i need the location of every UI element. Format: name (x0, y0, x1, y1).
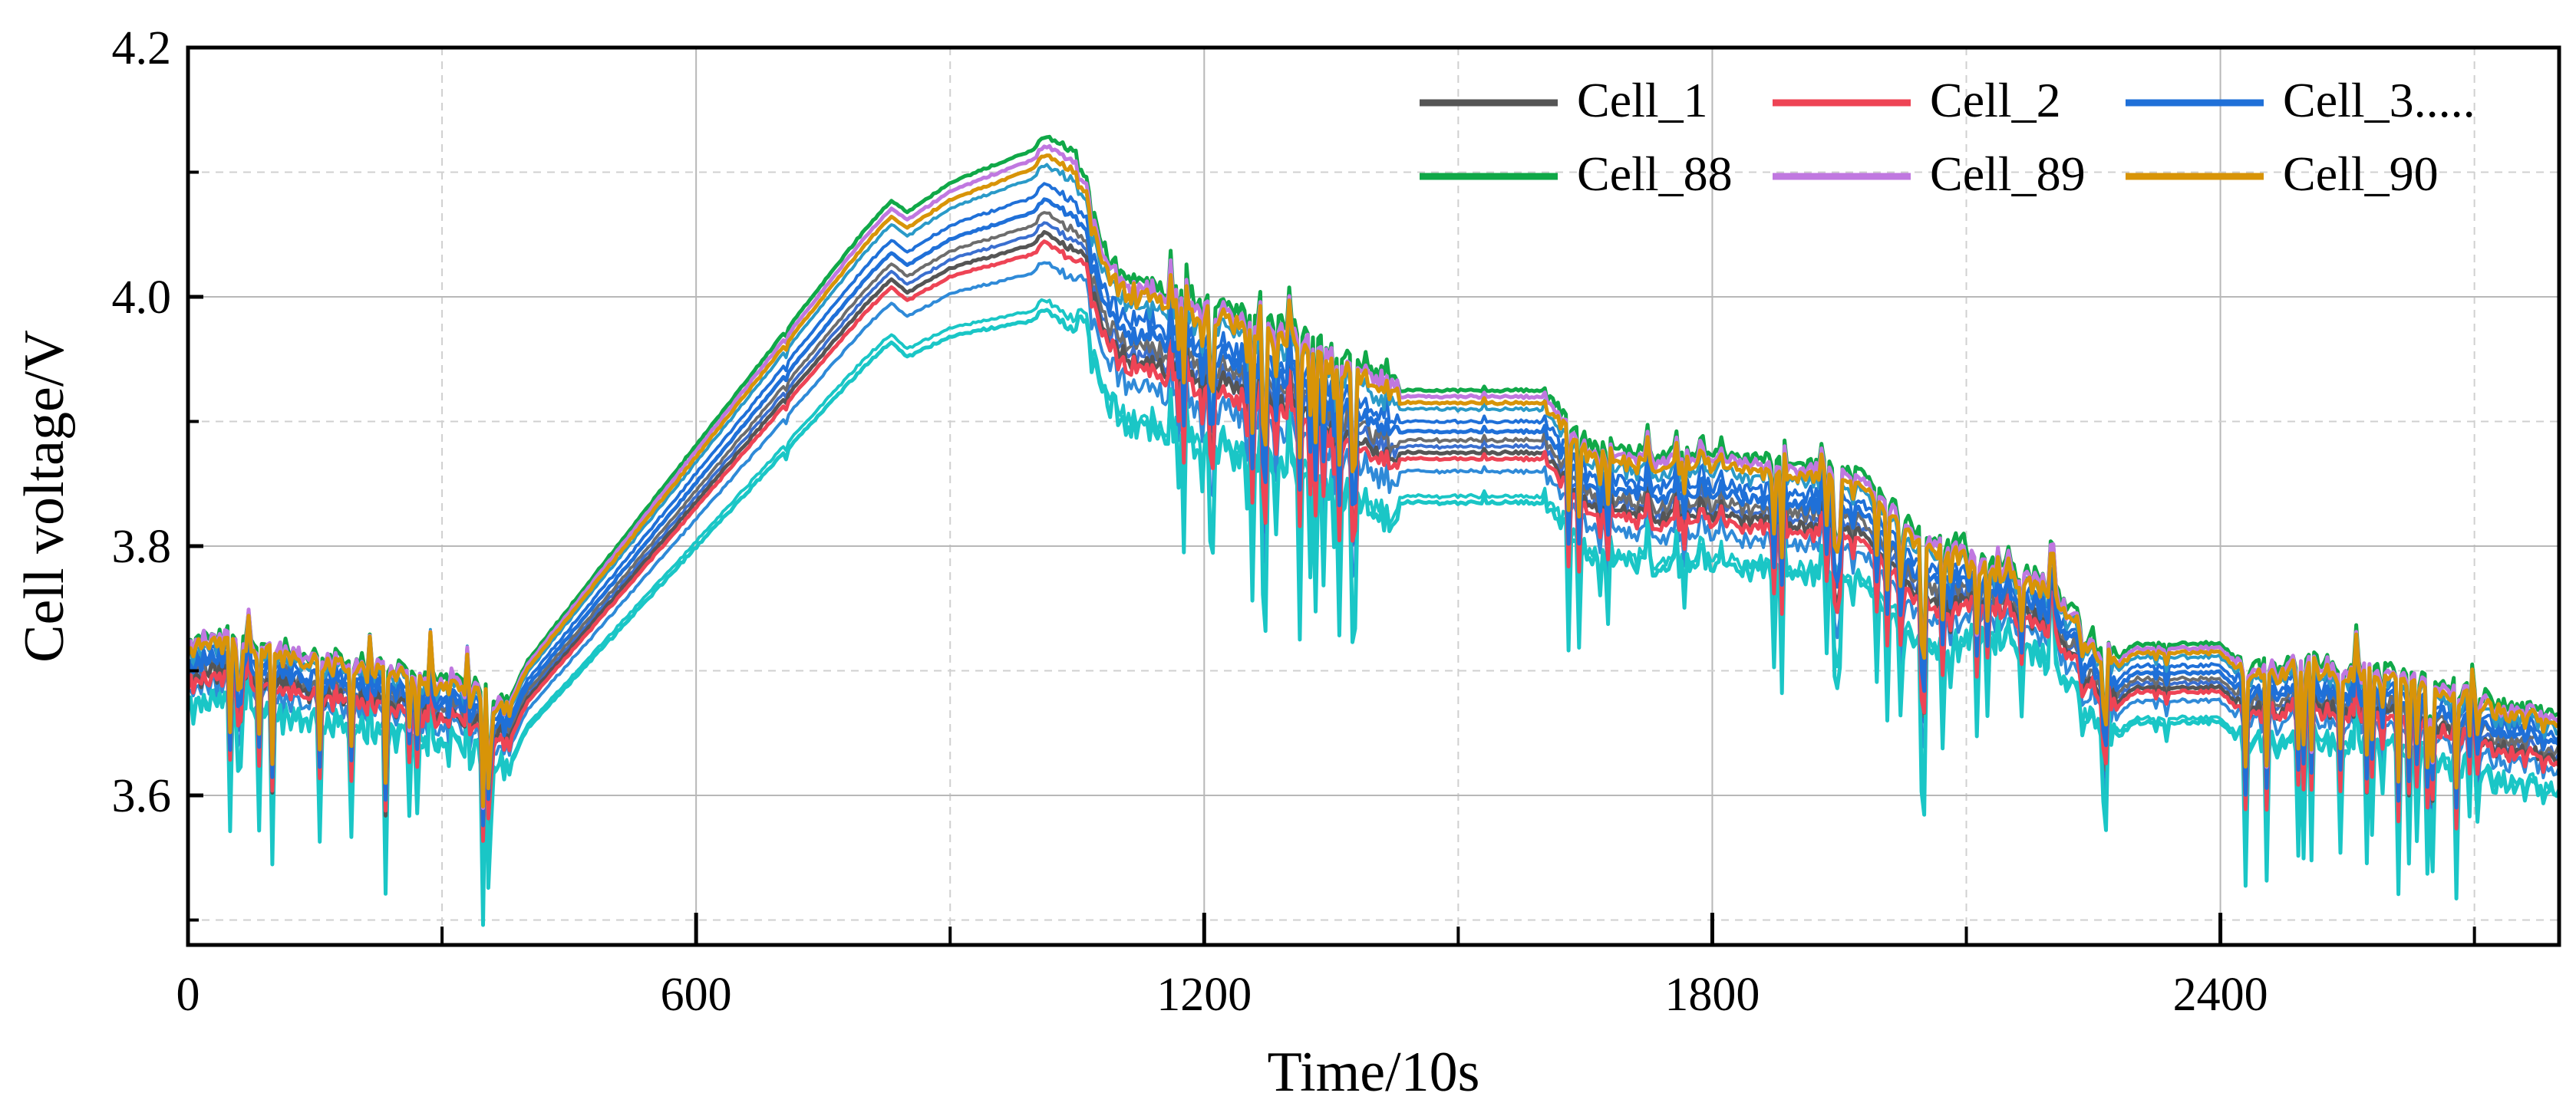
plot-frame (186, 45, 2561, 947)
legend-item: Cell_88 (1420, 146, 1733, 201)
band-cell-line (188, 221, 2559, 858)
series-line-cell-88 (188, 134, 2559, 806)
legend-label: Cell_90 (2283, 146, 2439, 201)
series-line-cell-90 (188, 153, 2559, 808)
legend: Cell_1 Cell_2 Cell_3..... Cell_88 Cell_89 Cel… (1420, 73, 2475, 201)
y-tick-label: 4.0 (112, 272, 172, 324)
x-tick-label: 600 (661, 969, 732, 1021)
legend-label: Cell_89 (1930, 146, 2086, 201)
y-tick-label: 4.2 (112, 22, 172, 74)
series-layer (188, 134, 2559, 927)
series-line-cell-1 (188, 229, 2559, 840)
y-axis-title: Cell voltage/V (13, 330, 76, 663)
y-tick-label: 3.8 (112, 521, 172, 573)
y-tick-label: 3.6 (112, 770, 172, 822)
legend-item: Cell_89 (1773, 146, 2086, 201)
x-axis-title: Time/10s (1268, 1041, 1480, 1104)
legend-label: Cell_3..... (2283, 73, 2475, 127)
x-tick-label: 0 (176, 969, 200, 1021)
legend-item: Cell_90 (2126, 146, 2439, 201)
legend-label: Cell_2 (1930, 73, 2061, 127)
grid-lines (188, 47, 2559, 945)
series-line-cell-89 (188, 143, 2559, 811)
legend-item: Cell_3..... (2126, 73, 2475, 127)
legend-label: Cell_88 (1577, 146, 1733, 201)
band-cell-line (188, 211, 2559, 852)
x-tick-label: 1200 (1156, 969, 1252, 1021)
band-cell-line (188, 163, 2559, 836)
series-line-cell-3 (188, 197, 2559, 828)
legend-item: Cell_1 (1420, 73, 1708, 127)
legend-label: Cell_1 (1577, 73, 1708, 127)
x-tick-label: 2400 (2173, 969, 2268, 1021)
axes: 0 600 1200 1800 2400 3.6 3.8 4.0 4.2 (112, 22, 2561, 1021)
legend-item: Cell_2 (1773, 73, 2061, 127)
x-tick-label: 1800 (1664, 969, 1760, 1021)
band-cell-line (188, 261, 2559, 874)
series-line-cell-2 (188, 239, 2559, 843)
band-cell-line (188, 182, 2559, 840)
min-cell-line (188, 308, 2559, 927)
